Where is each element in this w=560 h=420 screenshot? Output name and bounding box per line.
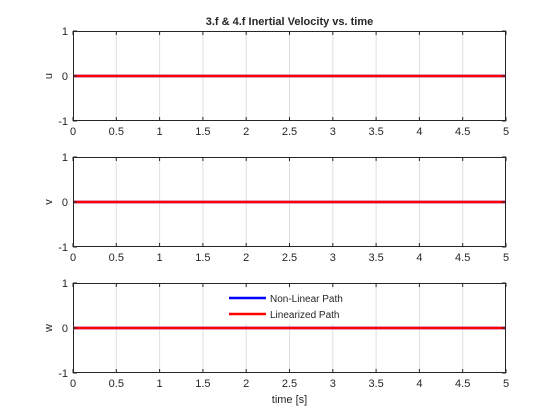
x-tick-label: 4 <box>416 252 422 264</box>
legend: Non-Linear Path Linearized Path <box>221 288 357 324</box>
y-tick-label: -1 <box>58 368 68 380</box>
x-tick-label: 5 <box>503 378 509 390</box>
x-tick-label: 0.5 <box>109 126 124 138</box>
x-tick-label: 1 <box>157 126 163 138</box>
x-tick-label: 4.5 <box>455 126 470 138</box>
x-tick-label: 5 <box>503 126 509 138</box>
x-tick-label: 0 <box>70 378 76 390</box>
y-tick-label: 0 <box>62 71 68 83</box>
x-tick-label: 2.5 <box>282 252 297 264</box>
x-tick-label: 1.5 <box>195 378 210 390</box>
y-tick-label: -1 <box>58 242 68 254</box>
x-tick-label: 0 <box>70 126 76 138</box>
y-tick-label: 0 <box>62 323 68 335</box>
x-tick-label: 3.5 <box>368 378 383 390</box>
x-tick-label: 4.5 <box>455 252 470 264</box>
x-tick-label: 0.5 <box>109 378 124 390</box>
x-tick-label: 0.5 <box>109 252 124 264</box>
x-tick-label: 2.5 <box>282 126 297 138</box>
x-tick-label: 3.5 <box>368 126 383 138</box>
y-axis-label: w <box>43 324 55 333</box>
chart-title: 3.f & 4.f Inertial Velocity vs. time <box>206 16 374 28</box>
x-tick-label: 2 <box>243 126 249 138</box>
x-axis-label: time [s] <box>272 394 307 406</box>
x-tick-label: 2 <box>243 252 249 264</box>
x-tick-label: 1.5 <box>195 126 210 138</box>
y-tick-label: -1 <box>58 116 68 128</box>
x-tick-label: 1 <box>157 252 163 264</box>
x-tick-label: 1 <box>157 378 163 390</box>
x-tick-label: 0 <box>70 252 76 264</box>
x-tick-label: 5 <box>503 252 509 264</box>
x-tick-label: 3 <box>330 252 336 264</box>
x-tick-label: 2.5 <box>282 378 297 390</box>
x-tick-label: 4 <box>416 378 422 390</box>
y-axis-label: u <box>43 73 55 79</box>
y-tick-label: 1 <box>62 26 68 38</box>
y-axis-label: v <box>43 199 55 205</box>
y-tick-label: 1 <box>62 278 68 290</box>
x-tick-label: 1.5 <box>195 252 210 264</box>
x-tick-label: 4 <box>416 126 422 138</box>
x-tick-label: 3 <box>330 126 336 138</box>
legend-label: Non-Linear Path <box>270 294 343 305</box>
legend-box <box>221 288 357 324</box>
y-tick-label: 0 <box>62 197 68 209</box>
legend-label: Linearized Path <box>270 310 340 321</box>
x-tick-label: 3 <box>330 378 336 390</box>
x-tick-label: 3.5 <box>368 252 383 264</box>
x-tick-label: 4.5 <box>455 378 470 390</box>
x-tick-label: 2 <box>243 378 249 390</box>
y-tick-label: 1 <box>62 152 68 164</box>
